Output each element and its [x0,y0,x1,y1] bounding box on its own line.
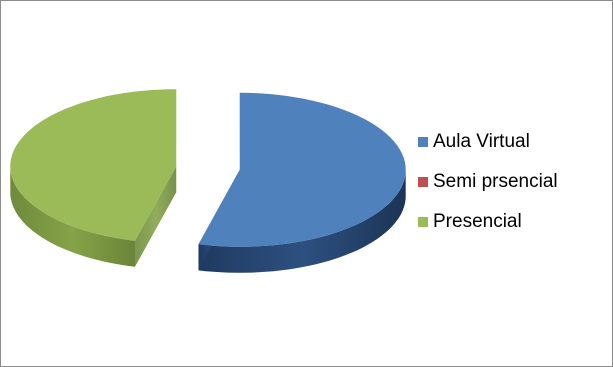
pie-side-aula-virtual [198,169,406,273]
pie-top-presencial [10,89,177,241]
pie-side-presencial [10,166,135,267]
legend-label-presencial: Presencial [433,211,522,232]
pie-cut-face-presencial-0 [134,166,177,267]
legend-swatch-semi-prsencial [418,177,428,187]
pie-slice-aula-virtual [198,92,406,273]
legend-swatch-presencial [418,217,428,227]
pie-top-aula-virtual [198,92,406,247]
legend-label-aula-virtual: Aula Virtual [433,131,530,152]
legend-item-aula-virtual: Aula Virtual [418,130,558,154]
pie-slice-presencial [10,89,177,267]
legend-label-semi-prsencial: Semi prsencial [433,171,558,192]
legend-item-semi-prsencial: Semi prsencial [418,170,558,194]
legend: Aula Virtual Semi prsencial Presencial [418,130,558,250]
legend-item-presencial: Presencial [418,210,558,234]
legend-swatch-aula-virtual [418,137,428,147]
